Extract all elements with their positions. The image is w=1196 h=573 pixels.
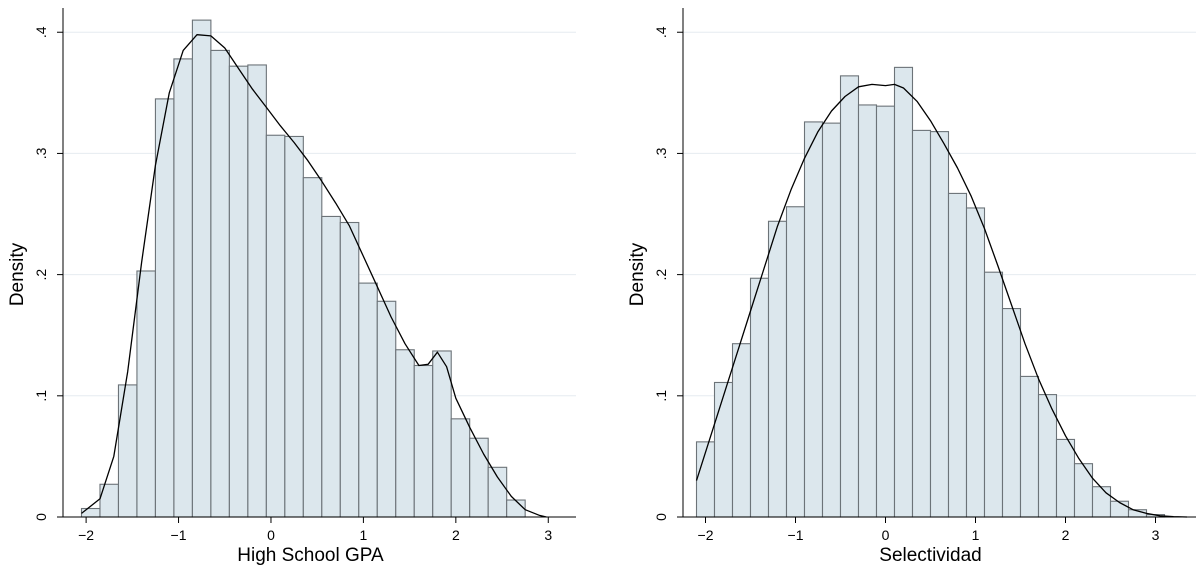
histogram-bar (450, 418, 471, 518)
x-tick-label: −2 (698, 527, 714, 543)
histogram-bar (284, 135, 304, 518)
histogram-bar (803, 121, 824, 518)
histogram-bar (228, 65, 249, 518)
y-tick-label: .4 (33, 26, 49, 38)
histogram-bar (302, 177, 323, 518)
histogram-bar (1109, 500, 1130, 518)
y-tick-label: .4 (653, 26, 669, 38)
x-tick-label: 0 (267, 527, 275, 543)
histogram-bar (154, 98, 175, 518)
histogram-bar (321, 215, 341, 518)
histogram-bar (358, 282, 378, 518)
y-tick-label: .2 (653, 269, 669, 281)
histogram-bar (785, 206, 806, 518)
histogram-bar (1001, 308, 1022, 518)
x-tick-label: 1 (972, 527, 980, 543)
histogram-bar (947, 192, 968, 518)
histogram-bar (875, 105, 896, 518)
y-tick-label: 0 (33, 513, 49, 521)
histogram-bar (893, 66, 914, 518)
histogram-bar (1055, 438, 1076, 518)
histogram-bar (1073, 463, 1094, 518)
x-tick-label: −1 (171, 527, 187, 543)
histogram-bar (983, 271, 1004, 518)
histogram-bar (965, 207, 986, 518)
x-tick-label: 0 (882, 527, 890, 543)
histogram-bar (395, 349, 415, 518)
histogram-bar (117, 384, 138, 518)
histogram-bar (506, 499, 526, 518)
histogram-bar (210, 49, 230, 518)
density-curve (695, 83, 1188, 518)
histogram-bar (911, 129, 932, 518)
histogram-bar (839, 75, 860, 518)
x-tick-label: 3 (1152, 527, 1160, 543)
density-curve (81, 34, 547, 518)
histogram-bar (731, 343, 752, 518)
chart-panel-1: −2 −1 0 1 2 3 0 .1 .2 .3 .4 High School GPA Density (7, 8, 576, 566)
histogram-bar (749, 277, 770, 518)
x-tick-label: 3 (544, 527, 552, 543)
histogram-bar (929, 131, 950, 518)
histogram-bar (339, 221, 360, 518)
histogram-bar (191, 19, 212, 518)
histogram-bar (469, 437, 489, 518)
x-axis-title: Selectividad (879, 545, 981, 566)
histogram-bar (376, 300, 397, 518)
x-tick-label: 2 (452, 527, 460, 543)
histogram-bar (1091, 486, 1112, 518)
histogram-bar (173, 58, 193, 518)
chart-panel-2: −2 −1 0 1 2 3 0 .1 .2 .3 .4 Selectividad Density (627, 8, 1196, 566)
x-axis-title: High School GPA (237, 545, 384, 566)
x-tick-label: 2 (1062, 527, 1070, 543)
y-tick-label: .1 (653, 390, 669, 402)
histogram-bar (432, 350, 452, 518)
x-tick-label: −2 (78, 527, 94, 543)
histogram-bar (80, 507, 101, 518)
histogram-bar (136, 270, 156, 518)
histogram-bar (713, 381, 734, 518)
histogram-bar (767, 220, 788, 518)
y-axis-title: Density (627, 242, 648, 306)
histogram-bar (1019, 375, 1040, 518)
y-tick-label: .1 (33, 390, 49, 402)
histogram-bar (413, 364, 434, 518)
histogram-bar (821, 122, 842, 518)
histogram-bar (487, 466, 508, 518)
y-tick-label: .2 (33, 269, 49, 281)
histogram-bar (857, 104, 878, 518)
y-tick-label: .3 (653, 147, 669, 159)
y-tick-label: .3 (33, 147, 49, 159)
histogram-bar (247, 64, 267, 518)
x-tick-label: 1 (360, 527, 368, 543)
y-axis-title: Density (7, 242, 28, 306)
histogram-bar (265, 134, 286, 518)
x-tick-label: −1 (788, 527, 804, 543)
y-tick-label: 0 (653, 513, 669, 521)
